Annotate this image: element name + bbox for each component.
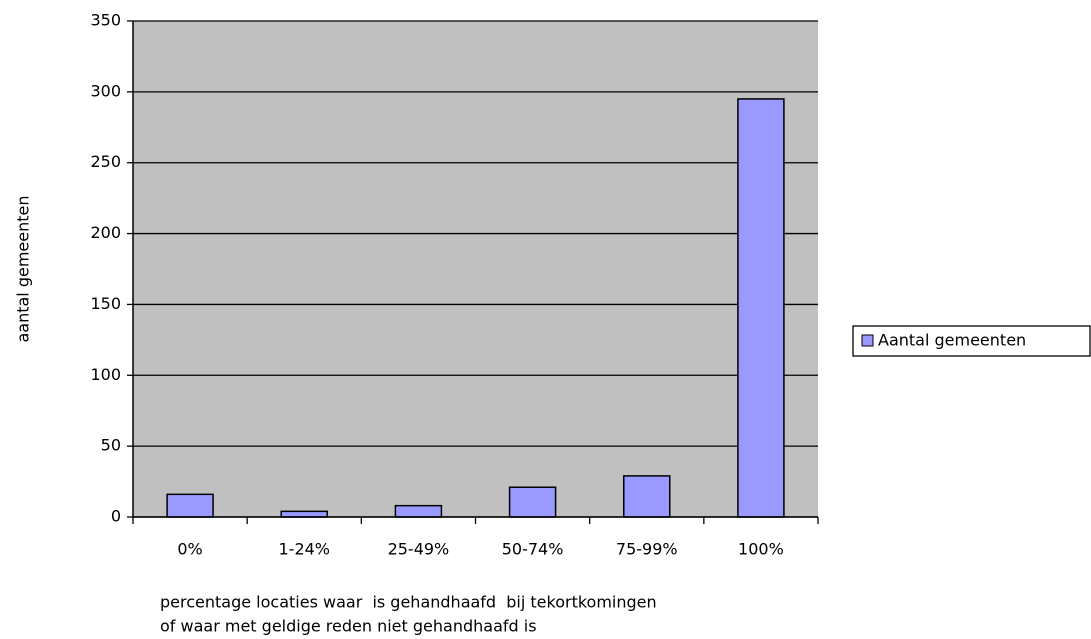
legend-box — [852, 325, 1091, 357]
plot-area — [133, 21, 818, 517]
y-tick-label: 300 — [90, 81, 121, 100]
bar — [394, 504, 443, 518]
bar — [166, 493, 214, 518]
x-tick-label: 1-24% — [278, 540, 330, 559]
x-axis-label: percentage locaties waar is gehandhaafd … — [160, 593, 657, 612]
bar — [737, 98, 785, 518]
legend-swatch — [861, 334, 874, 347]
y-tick-label: 100 — [90, 365, 121, 384]
x-tick-label: 75-99% — [616, 540, 678, 559]
bar — [623, 475, 671, 518]
y-tick-label: 150 — [90, 294, 121, 313]
y-tick-label: 350 — [90, 11, 121, 30]
x-tick-label: 0% — [177, 540, 202, 559]
x-tick-label: 25-49% — [388, 540, 450, 559]
y-tick-label: 200 — [90, 223, 121, 242]
y-tick-label: 0 — [111, 507, 121, 526]
y-axis-label: aantal gemeenten — [14, 195, 33, 342]
bar — [508, 486, 557, 518]
y-tick-label: 50 — [101, 436, 121, 455]
bar — [280, 510, 328, 518]
y-tick-label: 250 — [90, 152, 121, 171]
legend-label: Aantal gemeenten — [878, 331, 1026, 350]
x-tick-label: 50-74% — [502, 540, 564, 559]
x-tick-label: 100% — [738, 540, 784, 559]
x-axis-label: of waar met geldige reden niet gehandhaa… — [160, 617, 537, 636]
